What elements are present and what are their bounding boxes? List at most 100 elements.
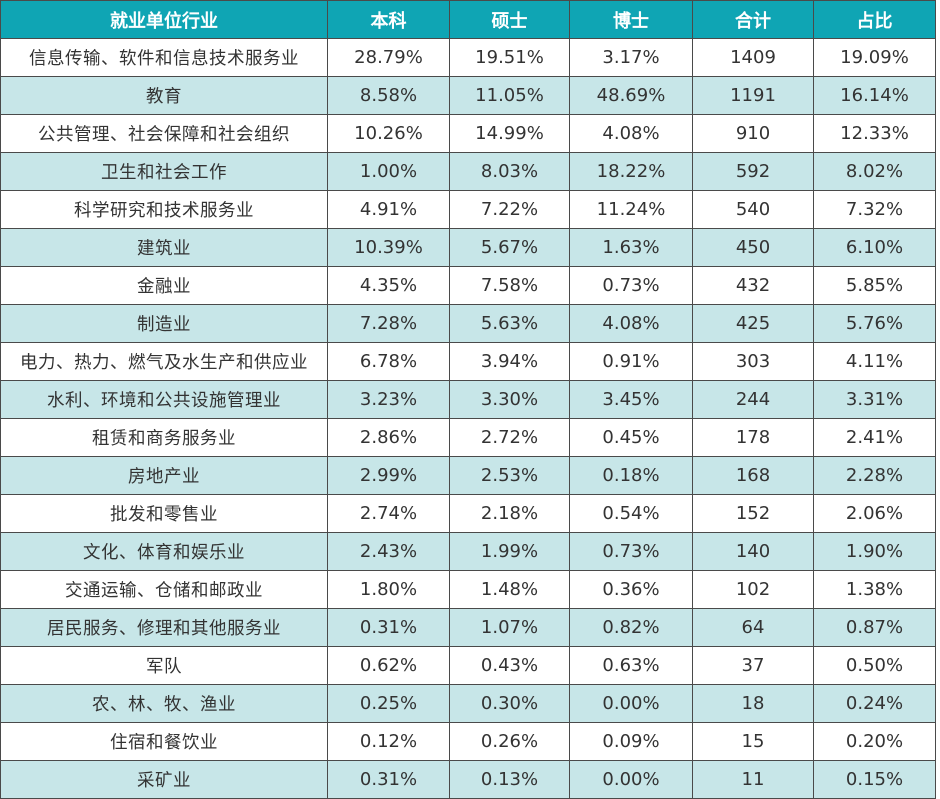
cell-doctor: 0.36%	[569, 570, 693, 609]
cell-master: 14.99%	[449, 114, 570, 153]
cell-doctor: 0.54%	[569, 494, 693, 533]
table-row: 军队 0.62% 0.43% 0.63% 37 0.50%	[0, 646, 936, 685]
cell-bachelor: 2.43%	[327, 532, 450, 571]
cell-share: 16.14%	[813, 76, 936, 115]
cell-master: 7.58%	[449, 266, 570, 305]
cell-bachelor: 0.12%	[327, 722, 450, 761]
cell-doctor: 0.73%	[569, 266, 693, 305]
cell-industry: 信息传输、软件和信息技术服务业	[0, 38, 328, 77]
table-header: 就业单位行业 本科 硕士 博士 合计 占比	[0, 0, 936, 39]
cell-bachelor: 10.39%	[327, 228, 450, 267]
cell-total: 178	[692, 418, 814, 457]
table-row: 教育 8.58% 11.05% 48.69% 1191 16.14%	[0, 76, 936, 115]
cell-bachelor: 2.86%	[327, 418, 450, 457]
table-row: 采矿业 0.31% 0.13% 0.00% 11 0.15%	[0, 760, 936, 799]
cell-share: 4.11%	[813, 342, 936, 381]
cell-total: 910	[692, 114, 814, 153]
table-row: 租赁和商务服务业 2.86% 2.72% 0.45% 178 2.41%	[0, 418, 936, 457]
cell-share: 0.87%	[813, 608, 936, 647]
table-row: 住宿和餐饮业 0.12% 0.26% 0.09% 15 0.20%	[0, 722, 936, 761]
cell-bachelor: 0.31%	[327, 760, 450, 799]
cell-share: 3.31%	[813, 380, 936, 419]
cell-master: 2.18%	[449, 494, 570, 533]
cell-doctor: 3.17%	[569, 38, 693, 77]
cell-total: 11	[692, 760, 814, 799]
cell-master: 1.48%	[449, 570, 570, 609]
cell-bachelor: 7.28%	[327, 304, 450, 343]
cell-bachelor: 28.79%	[327, 38, 450, 77]
cell-total: 592	[692, 152, 814, 191]
cell-industry: 军队	[0, 646, 328, 685]
cell-master: 11.05%	[449, 76, 570, 115]
cell-share: 0.24%	[813, 684, 936, 723]
cell-total: 37	[692, 646, 814, 685]
cell-industry: 房地产业	[0, 456, 328, 495]
table-row: 信息传输、软件和信息技术服务业 28.79% 19.51% 3.17% 1409…	[0, 38, 936, 77]
table-row: 卫生和社会工作 1.00% 8.03% 18.22% 592 8.02%	[0, 152, 936, 191]
header-industry: 就业单位行业	[0, 0, 328, 39]
cell-industry: 批发和零售业	[0, 494, 328, 533]
cell-master: 5.67%	[449, 228, 570, 267]
cell-master: 0.43%	[449, 646, 570, 685]
cell-share: 1.90%	[813, 532, 936, 571]
cell-total: 15	[692, 722, 814, 761]
table-row: 房地产业 2.99% 2.53% 0.18% 168 2.28%	[0, 456, 936, 495]
cell-doctor: 18.22%	[569, 152, 693, 191]
cell-bachelor: 2.74%	[327, 494, 450, 533]
cell-industry: 建筑业	[0, 228, 328, 267]
table-row: 批发和零售业 2.74% 2.18% 0.54% 152 2.06%	[0, 494, 936, 533]
cell-total: 18	[692, 684, 814, 723]
cell-industry: 教育	[0, 76, 328, 115]
cell-doctor: 0.00%	[569, 760, 693, 799]
table-row: 建筑业 10.39% 5.67% 1.63% 450 6.10%	[0, 228, 936, 267]
cell-industry: 科学研究和技术服务业	[0, 190, 328, 229]
cell-master: 0.30%	[449, 684, 570, 723]
header-master: 硕士	[449, 0, 570, 39]
cell-bachelor: 10.26%	[327, 114, 450, 153]
cell-doctor: 0.09%	[569, 722, 693, 761]
cell-doctor: 0.18%	[569, 456, 693, 495]
cell-share: 6.10%	[813, 228, 936, 267]
cell-share: 5.76%	[813, 304, 936, 343]
cell-total: 540	[692, 190, 814, 229]
cell-share: 0.20%	[813, 722, 936, 761]
header-share: 占比	[813, 0, 936, 39]
cell-industry: 采矿业	[0, 760, 328, 799]
table-row: 文化、体育和娱乐业 2.43% 1.99% 0.73% 140 1.90%	[0, 532, 936, 571]
cell-doctor: 3.45%	[569, 380, 693, 419]
cell-total: 303	[692, 342, 814, 381]
table-body: 信息传输、软件和信息技术服务业 28.79% 19.51% 3.17% 1409…	[0, 38, 936, 799]
table-row: 金融业 4.35% 7.58% 0.73% 432 5.85%	[0, 266, 936, 305]
cell-share: 2.28%	[813, 456, 936, 495]
cell-master: 1.99%	[449, 532, 570, 571]
cell-master: 2.53%	[449, 456, 570, 495]
cell-bachelor: 0.25%	[327, 684, 450, 723]
cell-industry: 文化、体育和娱乐业	[0, 532, 328, 571]
table-row: 水利、环境和公共设施管理业 3.23% 3.30% 3.45% 244 3.31…	[0, 380, 936, 419]
cell-master: 8.03%	[449, 152, 570, 191]
cell-total: 168	[692, 456, 814, 495]
cell-bachelor: 8.58%	[327, 76, 450, 115]
header-total: 合计	[692, 0, 814, 39]
cell-industry: 电力、热力、燃气及水生产和供应业	[0, 342, 328, 381]
cell-total: 1191	[692, 76, 814, 115]
cell-total: 152	[692, 494, 814, 533]
cell-doctor: 0.91%	[569, 342, 693, 381]
cell-share: 19.09%	[813, 38, 936, 77]
table-row: 电力、热力、燃气及水生产和供应业 6.78% 3.94% 0.91% 303 4…	[0, 342, 936, 381]
cell-total: 432	[692, 266, 814, 305]
cell-doctor: 4.08%	[569, 304, 693, 343]
cell-doctor: 0.73%	[569, 532, 693, 571]
cell-master: 19.51%	[449, 38, 570, 77]
header-doctor: 博士	[569, 0, 693, 39]
cell-industry: 农、林、牧、渔业	[0, 684, 328, 723]
cell-bachelor: 0.62%	[327, 646, 450, 685]
cell-industry: 金融业	[0, 266, 328, 305]
cell-share: 0.50%	[813, 646, 936, 685]
cell-industry: 交通运输、仓储和邮政业	[0, 570, 328, 609]
header-row: 就业单位行业 本科 硕士 博士 合计 占比	[0, 0, 936, 39]
cell-industry: 制造业	[0, 304, 328, 343]
table-row: 科学研究和技术服务业 4.91% 7.22% 11.24% 540 7.32%	[0, 190, 936, 229]
cell-master: 3.94%	[449, 342, 570, 381]
cell-bachelor: 1.80%	[327, 570, 450, 609]
